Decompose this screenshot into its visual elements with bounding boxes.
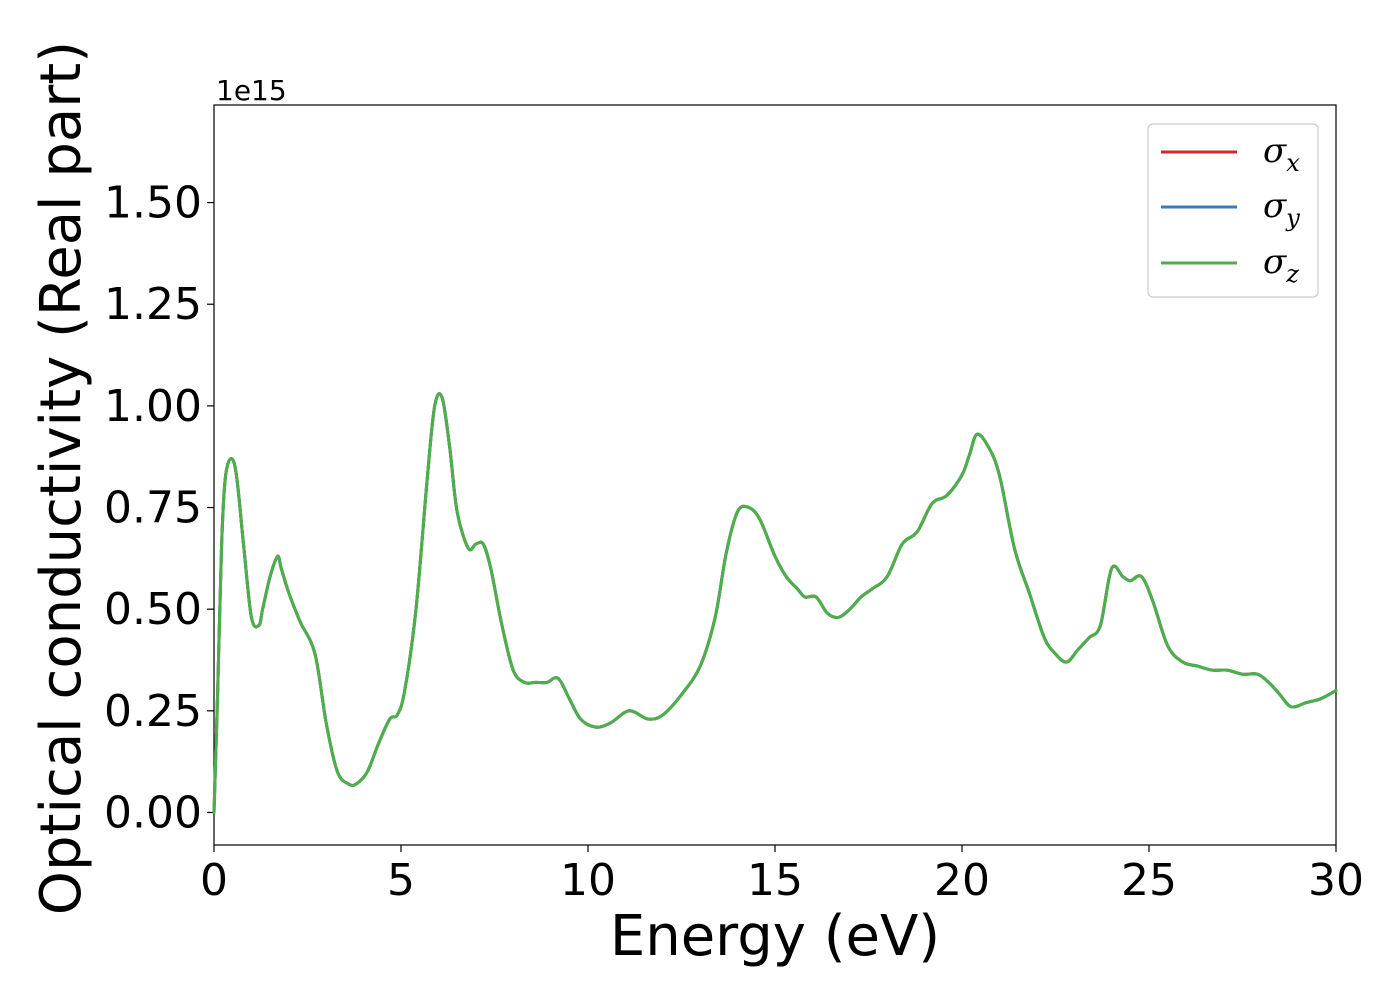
x-tick-label: 0 bbox=[200, 855, 228, 906]
y-tick-label: 0.75 bbox=[104, 483, 202, 534]
series-line-sigma-z bbox=[212, 392, 1338, 814]
series-lines bbox=[212, 392, 1338, 814]
x-tick-label: 20 bbox=[934, 855, 990, 906]
x-tick-label: 30 bbox=[1308, 855, 1364, 906]
legend: σx σy σz bbox=[1147, 123, 1319, 298]
legend-label-sigma-x: σx bbox=[1263, 131, 1300, 177]
y-tick-label: 1.00 bbox=[104, 381, 202, 432]
legend-subscript: x bbox=[1286, 149, 1300, 177]
legend-symbol: σ bbox=[1263, 186, 1287, 226]
legend-symbol: σ bbox=[1263, 242, 1287, 282]
legend-frame bbox=[1147, 123, 1319, 298]
legend-label-sigma-y: σy bbox=[1263, 186, 1300, 232]
y-axis-title: Optical conductivity (Real part) bbox=[29, 41, 94, 915]
y-offset-label: 1e15 bbox=[216, 74, 287, 107]
x-tick-label: 5 bbox=[387, 855, 415, 906]
x-tick-label: 10 bbox=[560, 855, 616, 906]
legend-symbol: σ bbox=[1263, 131, 1287, 171]
legend-subscript: z bbox=[1285, 260, 1299, 288]
y-tick-label: 1.50 bbox=[104, 178, 202, 229]
x-axis-title: Energy (eV) bbox=[610, 904, 940, 969]
y-tick-label: 0.00 bbox=[104, 787, 202, 838]
x-tick-label: 25 bbox=[1121, 855, 1177, 906]
x-tick-label: 15 bbox=[747, 855, 803, 906]
axes-ticks: 0 5 10 15 20 25 30 0.00 0.25 0.50 0.75 1.00 1.25 1.50 bbox=[104, 178, 1364, 906]
y-tick-label: 0.50 bbox=[104, 584, 202, 635]
y-tick-label: 0.25 bbox=[104, 686, 202, 737]
y-tick-label: 1.25 bbox=[104, 279, 202, 330]
legend-label-sigma-z: σz bbox=[1263, 242, 1299, 288]
legend-subscript: y bbox=[1285, 204, 1300, 232]
